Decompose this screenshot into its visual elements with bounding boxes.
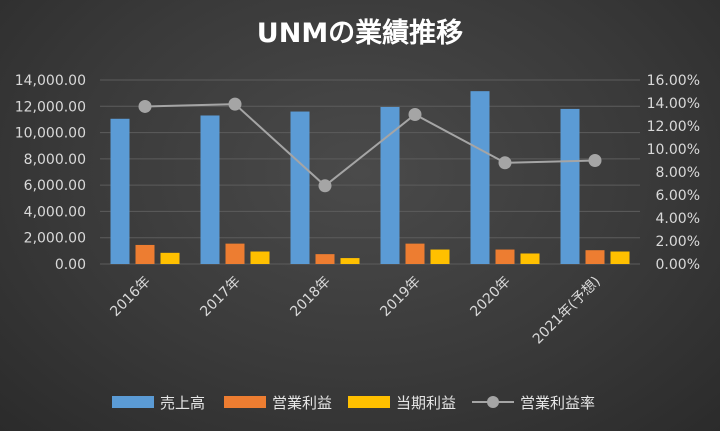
y-right-tick-label: 14.00%: [647, 96, 700, 112]
line-point: [138, 99, 152, 113]
gridlines: [100, 79, 640, 265]
bar-売上高: [290, 111, 310, 265]
y-left-tick-label: 10,000.00: [15, 126, 86, 142]
bar-営業利益: [135, 244, 155, 264]
y-right-tick-label: 4.00%: [656, 211, 700, 227]
y-right-tick-label: 16.00%: [647, 73, 700, 89]
bar-営業利益: [405, 243, 425, 264]
bar-売上高: [110, 118, 130, 265]
bar-当期利益: [340, 258, 360, 264]
bar-当期利益: [160, 252, 180, 264]
y-left-tick-label: 4,000.00: [24, 204, 86, 220]
line-point: [588, 154, 602, 167]
bar-営業利益: [225, 243, 245, 264]
line-point: [498, 156, 512, 170]
line-point: [228, 97, 242, 111]
x-axis-ticks: 2016年 2017年 2018年 2019年 2020年 2021年(予想): [107, 274, 603, 348]
bar-当期利益: [520, 253, 540, 264]
bar-売上高: [470, 91, 490, 265]
bar-営業利益: [495, 249, 515, 264]
right-axis-ticks: 0.00% 2.00% 4.00% 6.00% 8.00% 10.00% 12.00% 14.…: [647, 73, 700, 273]
legend-label: 営業利益率: [520, 394, 595, 412]
x-tick-label: 2020年: [467, 274, 513, 320]
bar-営業利益: [585, 250, 605, 264]
line-point: [318, 179, 332, 193]
y-left-tick-label: 6,000.00: [24, 178, 86, 194]
bars: [110, 91, 630, 265]
legend-marker: [487, 396, 499, 408]
bar-当期利益: [250, 251, 270, 264]
line-営業利益率: [144, 103, 596, 188]
chart-title: UNMの業績推移: [257, 17, 463, 49]
y-left-tick-label: 14,000.00: [15, 73, 86, 89]
legend: 売上高 営業利益 当期利益 営業利益率: [112, 394, 595, 412]
left-axis-ticks: 0.00 2,000.00 4,000.00 6,000.00 8,000.00 10,0…: [15, 73, 86, 273]
bar-営業利益: [315, 254, 335, 264]
y-left-tick-label: 0.00: [55, 257, 86, 273]
y-left-tick-label: 2,000.00: [24, 231, 86, 247]
bar-売上高: [380, 106, 400, 264]
y-left-tick-label: 12,000.00: [15, 99, 86, 115]
bar-売上高: [560, 108, 580, 265]
legend-swatch: [224, 396, 266, 408]
legend-label: 営業利益: [272, 394, 332, 412]
x-tick-label: 2016年: [107, 274, 153, 320]
x-tick-label: 2021年(予想): [530, 274, 604, 348]
y-right-tick-label: 12.00%: [647, 119, 700, 135]
operating-margin-line: [138, 97, 602, 193]
x-tick-label: 2018年: [287, 274, 333, 320]
y-right-tick-label: 10.00%: [647, 142, 700, 158]
x-tick-label: 2019年: [377, 274, 423, 320]
legend-label: 当期利益: [396, 394, 456, 412]
bar-当期利益: [610, 251, 630, 264]
y-right-tick-label: 2.00%: [656, 234, 700, 250]
legend-swatch: [348, 396, 390, 408]
y-right-tick-label: 8.00%: [656, 165, 700, 181]
bar-当期利益: [430, 249, 450, 264]
line-point: [408, 108, 422, 121]
y-right-tick-label: 6.00%: [656, 188, 700, 204]
y-right-tick-label: 0.00%: [656, 257, 700, 273]
legend-label: 売上高: [160, 394, 205, 412]
legend-swatch: [112, 396, 154, 408]
x-tick-label: 2017年: [197, 274, 243, 320]
y-left-tick-label: 8,000.00: [24, 152, 86, 168]
bar-売上高: [200, 115, 220, 264]
